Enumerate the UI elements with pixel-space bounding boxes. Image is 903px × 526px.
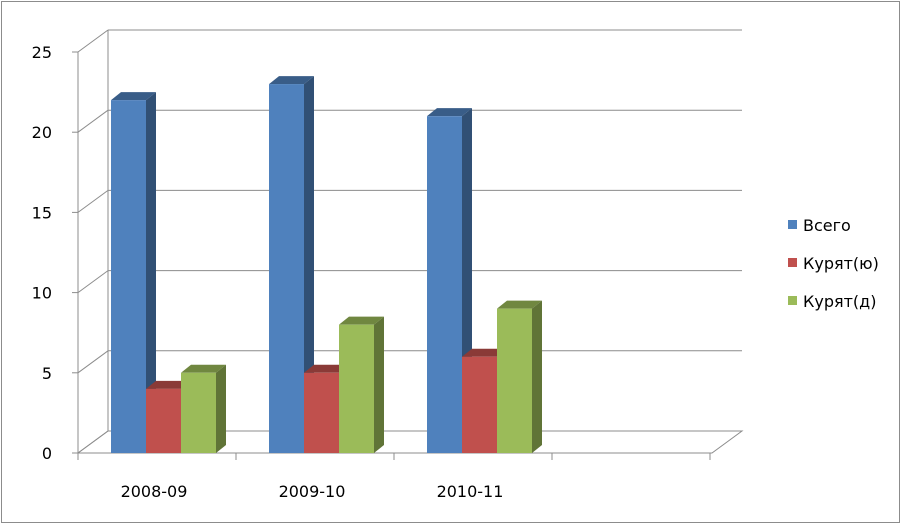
- gridline-diagonal: [77, 189, 109, 213]
- bar-side: [216, 364, 226, 453]
- y-tick-label: 20: [32, 123, 52, 142]
- bar-top: [462, 348, 507, 357]
- legend-swatch: [788, 220, 797, 229]
- legend-label: Курят(ю): [803, 254, 879, 273]
- bar-side: [304, 76, 314, 453]
- legend-swatch: [788, 296, 797, 305]
- bar: [304, 372, 339, 453]
- bar: [181, 372, 216, 453]
- bar: [269, 84, 304, 453]
- x-tick-label: 2009-10: [279, 482, 346, 501]
- bar-top: [497, 300, 542, 309]
- y-tick-labels: 0 5 10 15 20 25: [32, 43, 52, 463]
- bar-side: [374, 316, 384, 453]
- y-tick-label: 0: [42, 444, 52, 463]
- legend: Всего Курят(ю) Курят(д): [788, 216, 879, 311]
- legend-label: Всего: [803, 216, 851, 235]
- bars: [111, 76, 542, 454]
- bar: [146, 388, 181, 453]
- bar-side: [146, 92, 156, 454]
- bar: [497, 308, 532, 453]
- bar-side: [532, 300, 542, 453]
- bar-top: [339, 316, 384, 325]
- legend-label: Курят(д): [803, 292, 876, 311]
- legend-swatch: [788, 258, 797, 267]
- y-tick-label: 25: [32, 43, 52, 62]
- y-tick-label: 5: [42, 364, 52, 383]
- gridline-diagonal: [77, 270, 109, 294]
- bar: [111, 100, 146, 454]
- x-tick-label: 2010-11: [437, 482, 504, 501]
- bar-top: [146, 380, 191, 389]
- bar-top: [427, 108, 472, 117]
- bar: [462, 356, 497, 453]
- x-tick-label: 2008-09: [121, 482, 188, 501]
- gridline-diagonal: [77, 109, 109, 133]
- x-tick-labels: 2008-09 2009-10 2010-11: [121, 482, 504, 501]
- bar-top: [181, 364, 226, 373]
- y-tick-label: 15: [32, 203, 52, 222]
- gridline-diagonal: [77, 29, 109, 53]
- bar: [427, 116, 462, 453]
- gridline-diagonal: [77, 350, 109, 374]
- bar-top: [269, 76, 314, 85]
- bar: [339, 324, 374, 453]
- bar-top: [304, 364, 349, 373]
- bar-top: [111, 92, 156, 101]
- y-tick-label: 10: [32, 284, 52, 303]
